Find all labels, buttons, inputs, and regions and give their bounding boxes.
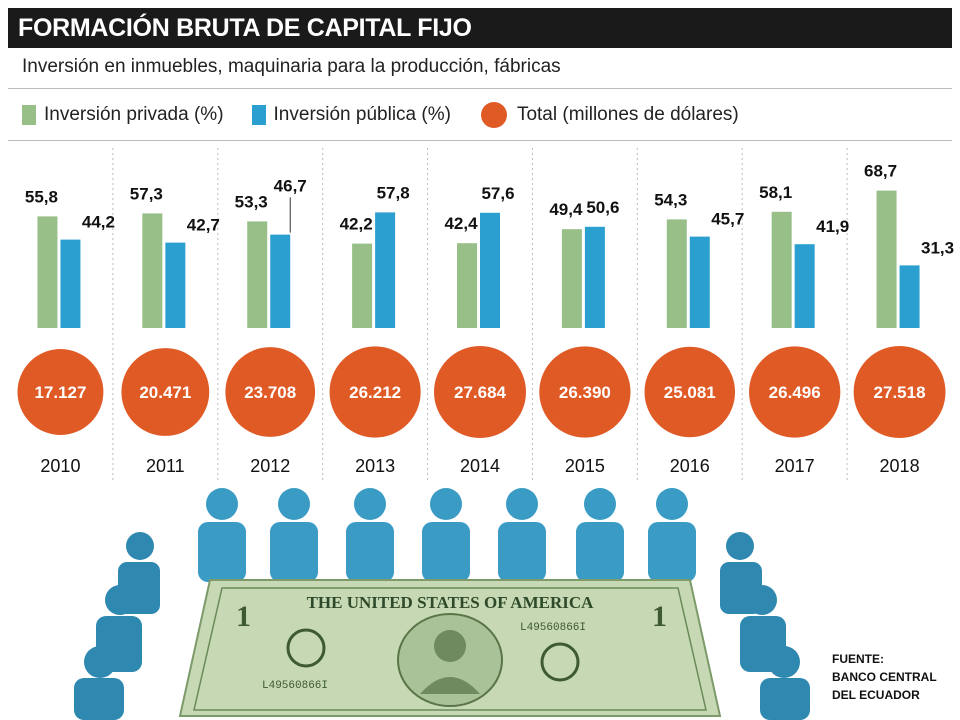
svg-text:1: 1: [652, 600, 667, 633]
label-public-2014: 57,6: [481, 184, 514, 203]
total-circle-2018: [853, 346, 946, 438]
total-label-2011: 20.471: [139, 383, 191, 402]
total-circle-2010: [17, 349, 104, 435]
bill-seal: [286, 628, 326, 668]
label-public-2010: 44,2: [82, 213, 115, 232]
label-public-2015: 50,6: [586, 198, 619, 217]
label-public-2018: 31,3: [921, 238, 954, 257]
bar-public-2018: [899, 265, 920, 328]
divider: [8, 140, 952, 141]
source-line-1: BANCO CENTRAL: [832, 670, 937, 684]
label-public-2012: 46,7: [274, 176, 307, 195]
year-label-2015: 2015: [565, 456, 605, 476]
legend-swatch-total: [480, 102, 507, 128]
bar-public-2017: [794, 244, 815, 328]
total-circle-2017: [749, 346, 841, 438]
bar-private-2018: [876, 190, 897, 328]
label-private-2018: 68,7: [864, 162, 897, 181]
bar-public-2016: [689, 236, 710, 328]
figures-side-rows: [74, 532, 810, 720]
legend-swatch-private: [22, 105, 36, 125]
total-label-2013: 26.212: [349, 383, 401, 402]
year-label-2014: 2014: [460, 456, 500, 476]
total-label-2015: 26.390: [559, 383, 611, 402]
label-private-2014: 42,4: [444, 214, 478, 233]
year-label-2013: 2013: [355, 456, 395, 476]
bar-public-2014: [480, 212, 500, 328]
year-label-2016: 2016: [670, 456, 710, 476]
bar-private-2011: [142, 213, 163, 328]
label-private-2011: 57,3: [130, 184, 163, 203]
total-circle-2014: [434, 346, 526, 438]
total-circle-2016: [644, 346, 736, 438]
chart-title: FORMACIÓN BRUTA DE CAPITAL FIJO: [8, 8, 952, 48]
bar-private-2012: [247, 221, 268, 328]
year-label-2012: 2012: [250, 456, 290, 476]
year-label-2017: 2017: [775, 456, 815, 476]
year-label-2010: 2010: [40, 456, 80, 476]
label-private-2010: 55,8: [25, 187, 58, 206]
label-private-2013: 42,2: [340, 215, 373, 234]
label-private-2017: 58,1: [759, 183, 792, 202]
total-label-2010: 17.127: [34, 383, 86, 402]
bar-private-2014: [457, 243, 477, 328]
total-label-2012: 23.708: [244, 383, 296, 402]
total-label-2016: 25.081: [664, 383, 716, 402]
bill-serial: L49560866I: [262, 680, 328, 692]
legend-label-total: Total (millones de dólares): [516, 104, 739, 125]
bar-public-2015: [584, 226, 605, 328]
meeting-illustration: THE UNITED STATES OF AMERICA 1 1 L495608…: [74, 488, 810, 720]
label-public-2016: 45,7: [711, 210, 744, 229]
bar-public-2010: [60, 239, 81, 328]
total-circle-2013: [329, 346, 421, 438]
year-label-2018: 2018: [880, 456, 920, 476]
legend-label-private: Inversión privada (%): [44, 104, 224, 125]
total-circle-2015: [539, 346, 631, 438]
total-label-2017: 26.496: [769, 383, 821, 402]
bar-private-2010: [37, 216, 58, 328]
total-label-2014: 27.684: [454, 383, 507, 402]
label-private-2012: 53,3: [235, 192, 268, 211]
figures-back-row: [198, 488, 696, 582]
source-line-2: DEL ECUADOR: [832, 688, 920, 702]
bill-header: THE UNITED STATES OF AMERICA: [307, 593, 595, 612]
bar-private-2016: [666, 219, 687, 328]
bar-private-2017: [771, 211, 792, 328]
bar-private-2013: [352, 243, 373, 328]
bar-public-2013: [375, 212, 396, 328]
legend-label-public: Inversión pública (%): [273, 104, 451, 125]
bill-denom: 1: [236, 600, 251, 633]
legend-swatch-public: [251, 105, 266, 125]
label-private-2015: 49,4: [549, 200, 583, 219]
legend: Inversión privada (%) Inversión pública …: [22, 100, 739, 130]
divider: [8, 88, 952, 89]
svg-text:L49560866I: L49560866I: [520, 622, 586, 634]
label-public-2017: 41,9: [816, 217, 849, 236]
bar-public-2011: [165, 242, 186, 328]
label-public-2013: 57,8: [377, 183, 410, 202]
label-private-2016: 54,3: [654, 190, 687, 209]
year-label-2011: 2011: [146, 456, 185, 476]
total-circle-2012: [225, 347, 316, 437]
source-label: FUENTE:: [832, 652, 884, 666]
source-note: FUENTE: BANCO CENTRAL DEL ECUADOR: [832, 650, 937, 704]
total-label-2018: 27.518: [874, 383, 926, 402]
bar-private-2015: [561, 229, 582, 328]
chart-subtitle: Inversión en inmuebles, maquinaria para …: [22, 56, 561, 77]
label-public-2011: 42,7: [187, 216, 220, 235]
total-circle-2011: [121, 348, 210, 436]
bar-public-2012: [270, 234, 291, 328]
